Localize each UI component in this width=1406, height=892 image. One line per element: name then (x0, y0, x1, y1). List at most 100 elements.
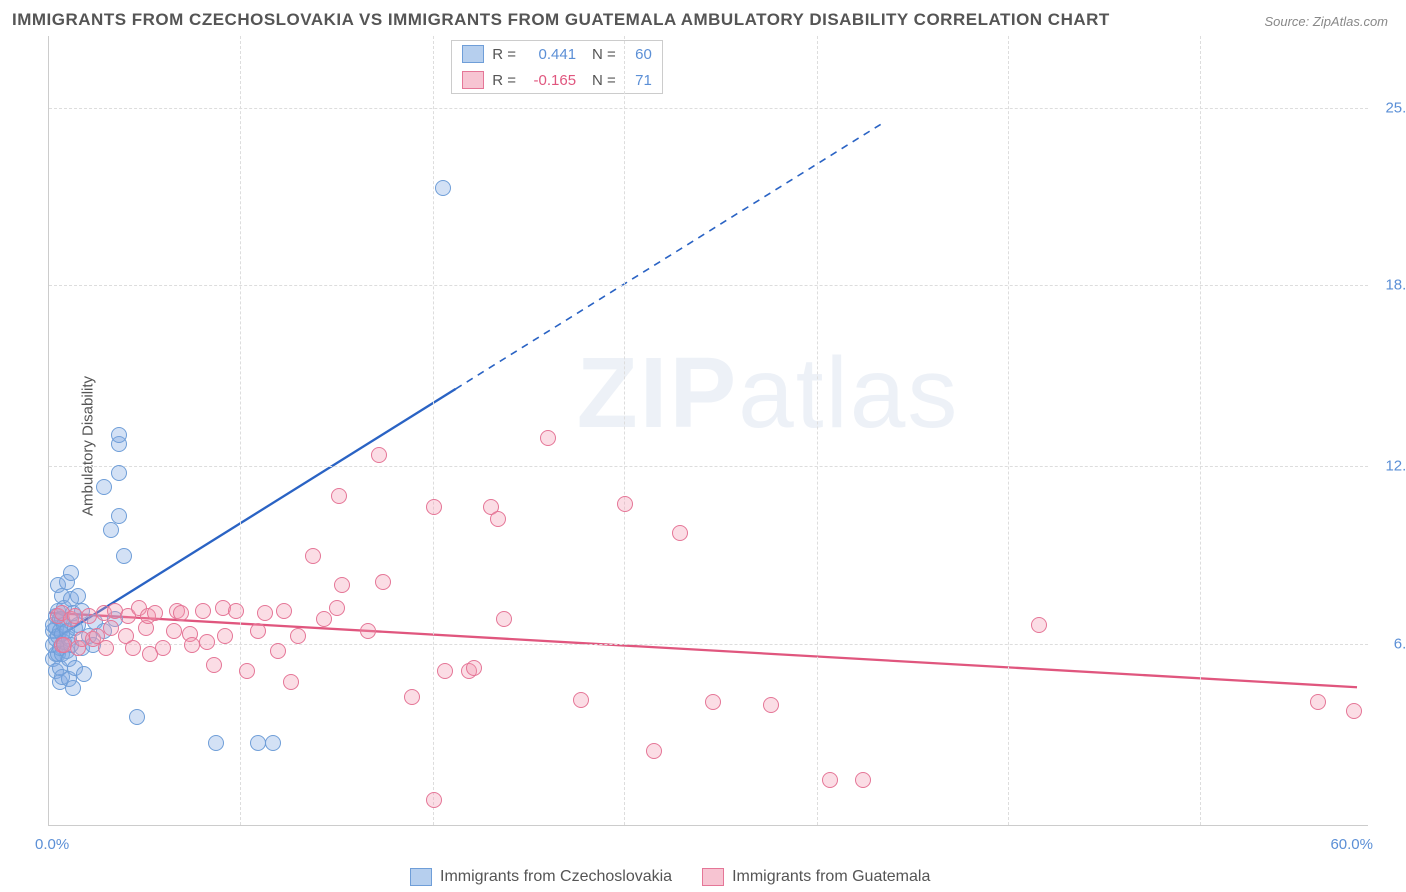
watermark: ZIPatlas (577, 336, 960, 451)
series-legend: Immigrants from Czechoslovakia Immigrants… (410, 868, 930, 886)
data-point-guat (334, 577, 350, 593)
gridline-v (817, 36, 818, 825)
data-point-guat (290, 628, 306, 644)
data-point-guat (206, 657, 222, 673)
swatch-guat (462, 71, 484, 89)
n-value: 71 (624, 72, 652, 89)
legend-label-czech: Immigrants from Czechoslovakia (440, 868, 672, 886)
gridline-h (49, 644, 1368, 645)
data-point-guat (228, 603, 244, 619)
data-point-czech (103, 522, 119, 538)
data-point-guat (329, 600, 345, 616)
data-point-guat (81, 608, 97, 624)
r-value: -0.165 (524, 72, 576, 89)
data-point-guat (496, 611, 512, 627)
data-point-czech (116, 548, 132, 564)
plot-area: ZIPatlas R =0.441N =60R =-0.165N =71 0.0… (48, 36, 1368, 826)
gridline-h (49, 466, 1368, 467)
data-point-guat (173, 605, 189, 621)
chart-source: Source: ZipAtlas.com (1264, 14, 1388, 29)
data-point-guat (276, 603, 292, 619)
data-point-guat (360, 623, 376, 639)
data-point-guat (822, 772, 838, 788)
chart-container: IMMIGRANTS FROM CZECHOSLOVAKIA VS IMMIGR… (0, 0, 1406, 892)
data-point-guat (1310, 694, 1326, 710)
data-point-czech (111, 465, 127, 481)
gridline-v (240, 36, 241, 825)
data-point-guat (239, 663, 255, 679)
data-point-guat (217, 628, 233, 644)
data-point-guat (540, 430, 556, 446)
gridline-v (433, 36, 434, 825)
legend-swatch-czech (410, 868, 432, 886)
data-point-guat (250, 623, 266, 639)
y-tick-label: 18.8% (1373, 277, 1406, 294)
gridline-h (49, 285, 1368, 286)
stats-legend: R = 0.441 N = 60 R = -0.165 N = 71 (451, 40, 663, 94)
data-point-guat (573, 692, 589, 708)
data-point-czech (111, 427, 127, 443)
data-point-guat (1031, 617, 1047, 633)
gridline-v (624, 36, 625, 825)
data-point-czech (208, 735, 224, 751)
data-point-czech (265, 735, 281, 751)
data-point-guat (316, 611, 332, 627)
data-point-czech (76, 666, 92, 682)
chart-title: IMMIGRANTS FROM CZECHOSLOVAKIA VS IMMIGR… (12, 10, 1110, 30)
legend-swatch-guat (702, 868, 724, 886)
data-point-guat (305, 548, 321, 564)
stats-row-guat: R = -0.165 N = 71 (452, 67, 662, 93)
data-point-guat (98, 640, 114, 656)
data-point-guat (646, 743, 662, 759)
n-label: N = (592, 46, 616, 63)
data-point-czech (129, 709, 145, 725)
data-point-guat (199, 634, 215, 650)
data-point-czech (96, 479, 112, 495)
legend-item-guat: Immigrants from Guatemala (702, 868, 930, 886)
data-point-guat (270, 643, 286, 659)
data-point-guat (672, 525, 688, 541)
data-point-guat (466, 660, 482, 676)
data-point-czech (65, 680, 81, 696)
data-point-guat (283, 674, 299, 690)
data-point-guat (426, 792, 442, 808)
n-value: 60 (624, 46, 652, 63)
data-point-guat (125, 640, 141, 656)
data-point-czech (435, 180, 451, 196)
trendline-dash-czech (456, 122, 885, 389)
gridline-v (1200, 36, 1201, 825)
data-point-czech (250, 735, 266, 751)
data-point-guat (855, 772, 871, 788)
gridline-h (49, 108, 1368, 109)
x-max-label: 60.0% (1330, 836, 1373, 853)
data-point-guat (147, 605, 163, 621)
data-point-guat (437, 663, 453, 679)
r-value: 0.441 (524, 46, 576, 63)
data-point-guat (404, 689, 420, 705)
watermark-rest: atlas (738, 337, 959, 449)
data-point-guat (257, 605, 273, 621)
r-label: R = (492, 72, 516, 89)
n-label: N = (592, 72, 616, 89)
data-point-guat (195, 603, 211, 619)
data-point-guat (490, 511, 506, 527)
x-min-label: 0.0% (35, 836, 69, 853)
data-point-guat (426, 499, 442, 515)
data-point-guat (371, 447, 387, 463)
y-tick-label: 12.5% (1373, 458, 1406, 475)
data-point-guat (184, 637, 200, 653)
data-point-guat (375, 574, 391, 590)
data-point-guat (166, 623, 182, 639)
data-point-czech (63, 565, 79, 581)
legend-item-czech: Immigrants from Czechoslovakia (410, 868, 672, 886)
y-tick-label: 6.3% (1373, 636, 1406, 653)
data-point-czech (111, 508, 127, 524)
watermark-bold: ZIP (577, 337, 739, 449)
data-point-guat (1346, 703, 1362, 719)
r-label: R = (492, 46, 516, 63)
stats-row-czech: R = 0.441 N = 60 (452, 41, 662, 67)
data-point-guat (705, 694, 721, 710)
swatch-czech (462, 45, 484, 63)
gridline-v (1008, 36, 1009, 825)
data-point-guat (617, 496, 633, 512)
